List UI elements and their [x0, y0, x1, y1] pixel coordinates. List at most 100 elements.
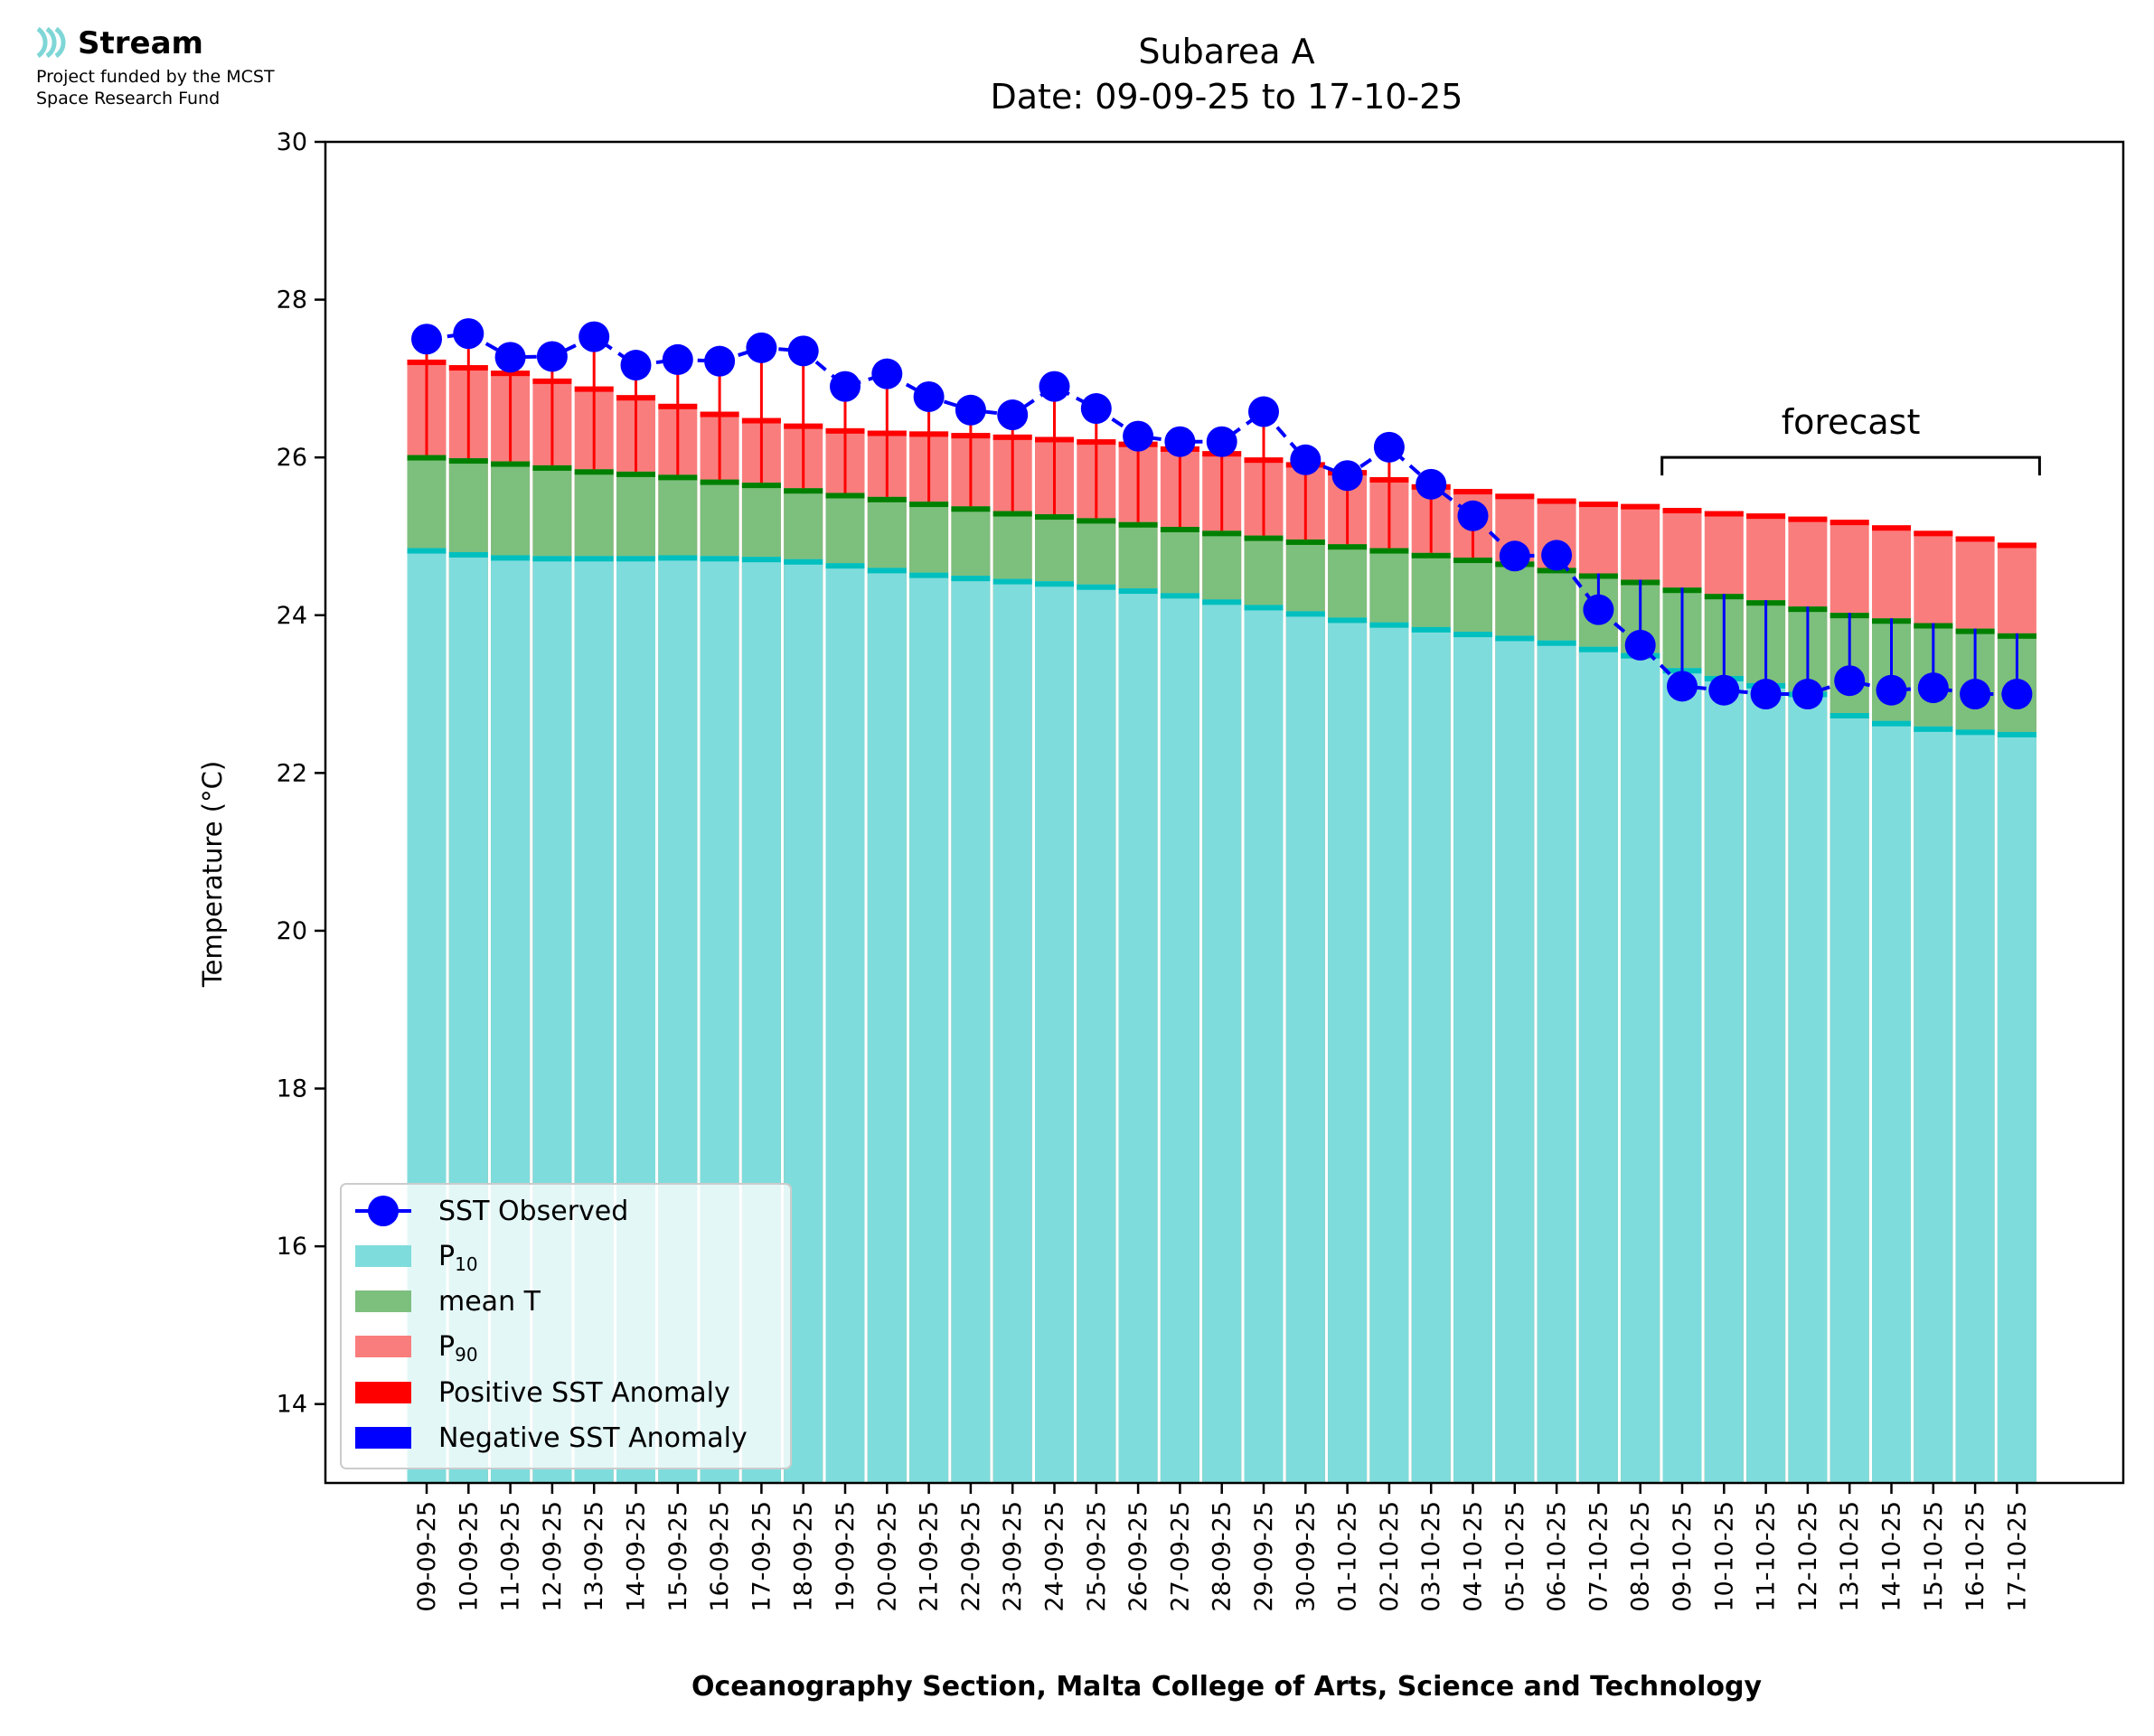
legend-sst-observed-marker [368, 1196, 399, 1226]
p10-bar [1077, 584, 1116, 1483]
mean-t-cap [448, 458, 488, 464]
p10-cap [1328, 617, 1368, 624]
p10-cap [1955, 729, 1995, 736]
p10-bar [1160, 593, 1199, 1483]
x-tick-label: 02-10-25 [1376, 1501, 1404, 1612]
p10-cap [1537, 640, 1576, 646]
sst-observed-point [704, 345, 736, 377]
logo-funding-line-2: Space Research Fund [36, 89, 221, 108]
p90-cap [1495, 493, 1535, 500]
y-tick-label: 14 [277, 1391, 307, 1419]
sst-observed-point [1457, 500, 1489, 531]
p10-cap [825, 563, 865, 569]
p10-cap [909, 572, 949, 578]
legend-box [340, 1183, 792, 1469]
sst-observed-point [1123, 420, 1154, 452]
x-tick-label: 17-10-25 [2003, 1501, 2031, 1612]
p10-bar [1621, 652, 1660, 1483]
p90-cap [1788, 516, 1828, 522]
mean-t-cap [1453, 558, 1492, 564]
sst-observed-point [787, 335, 819, 367]
p10-cap [1872, 720, 1911, 727]
p90-cap [1997, 542, 2036, 549]
y-tick-label: 30 [277, 128, 307, 156]
x-tick-label: 28-09-25 [1209, 1501, 1237, 1612]
y-tick-label: 20 [277, 917, 307, 945]
x-tick-label: 06-10-25 [1543, 1501, 1571, 1612]
x-tick-label: 27-09-25 [1166, 1501, 1194, 1612]
p10-cap [658, 555, 698, 561]
mean-t-cap [741, 483, 781, 489]
x-tick-label: 20-09-25 [873, 1501, 901, 1612]
sst-observed-point [1876, 674, 1907, 706]
p10-bar [1285, 611, 1325, 1483]
sst-observed-point [1080, 393, 1112, 425]
x-tick-label: 16-10-25 [1961, 1501, 1989, 1612]
p10-cap [700, 556, 739, 562]
p10-cap [1453, 632, 1492, 638]
p10-cap [532, 556, 572, 562]
p90-cap [1872, 525, 1911, 531]
sst-observed-point [1792, 679, 1823, 710]
forecast-bracket [1660, 455, 2041, 476]
sst-observed-point [1499, 540, 1530, 572]
p10-bar [1578, 646, 1618, 1483]
sst-observed-point [1624, 629, 1656, 661]
p90-cap [1704, 511, 1744, 517]
y-tick-label: 22 [277, 759, 307, 787]
p10-cap [1118, 588, 1158, 595]
x-tick-label: 05-10-25 [1501, 1501, 1529, 1612]
legend-label-subscript: 10 [455, 1253, 477, 1275]
sst-observed-point [1960, 679, 1991, 710]
x-tick-label: 11-09-25 [497, 1501, 525, 1612]
legend-label-subscript: 90 [455, 1344, 477, 1365]
p10-cap [574, 556, 614, 562]
p10-cap [448, 551, 488, 558]
sst-observed-point [746, 332, 777, 363]
legend-label: mean T [438, 1286, 541, 1318]
forecast-label: forecast [1782, 402, 1921, 442]
legend-label: Negative SST Anomaly [438, 1422, 748, 1454]
p10-cap [1997, 731, 2036, 737]
x-tick-label: 09-09-25 [413, 1501, 441, 1612]
p10-cap [951, 576, 991, 582]
p10-bar [1704, 675, 1744, 1483]
mean-t-cap [1202, 530, 1242, 537]
mean-t-cap [909, 502, 949, 508]
sst-observed-point [1667, 671, 1698, 702]
x-tick-label: 10-10-25 [1710, 1501, 1738, 1612]
p10-bar [1829, 713, 1869, 1483]
p10-cap [1035, 581, 1074, 587]
y-tick-label: 26 [277, 444, 307, 472]
x-tick-label: 19-09-25 [832, 1501, 860, 1612]
p90-cap [1914, 530, 1953, 537]
p10-bar [1788, 691, 1828, 1483]
sst-observed-point [494, 342, 526, 373]
p10-bar [909, 572, 949, 1483]
p10-cap [616, 556, 655, 562]
mean-t-cap [616, 471, 655, 477]
x-tick-label: 04-10-25 [1460, 1501, 1488, 1612]
p10-bar [1955, 729, 1995, 1483]
sst-observed-point [1290, 444, 1322, 475]
p10-cap [1077, 584, 1116, 590]
x-tick-label: 10-09-25 [455, 1501, 483, 1612]
sst-observed-point [1206, 426, 1237, 457]
stream-logo: Stream Project funded by the MCST Space … [34, 22, 360, 121]
p10-bar [1537, 640, 1576, 1483]
sst-observed-point [1331, 460, 1363, 492]
x-tick-label: 14-09-25 [623, 1501, 651, 1612]
sst-observed-point [536, 341, 568, 372]
sst-observed-point [1541, 540, 1573, 571]
sst-observed-point [620, 350, 652, 381]
p90-cap [1578, 502, 1618, 508]
x-tick-label: 17-09-25 [748, 1501, 776, 1612]
x-tick-label: 07-10-25 [1585, 1501, 1613, 1612]
p90-cap [1955, 536, 1995, 542]
mean-t-cap [574, 469, 614, 475]
y-tick-label: 28 [277, 286, 307, 314]
legend-swatch [355, 1336, 411, 1357]
x-tick-label: 13-10-25 [1836, 1501, 1864, 1612]
